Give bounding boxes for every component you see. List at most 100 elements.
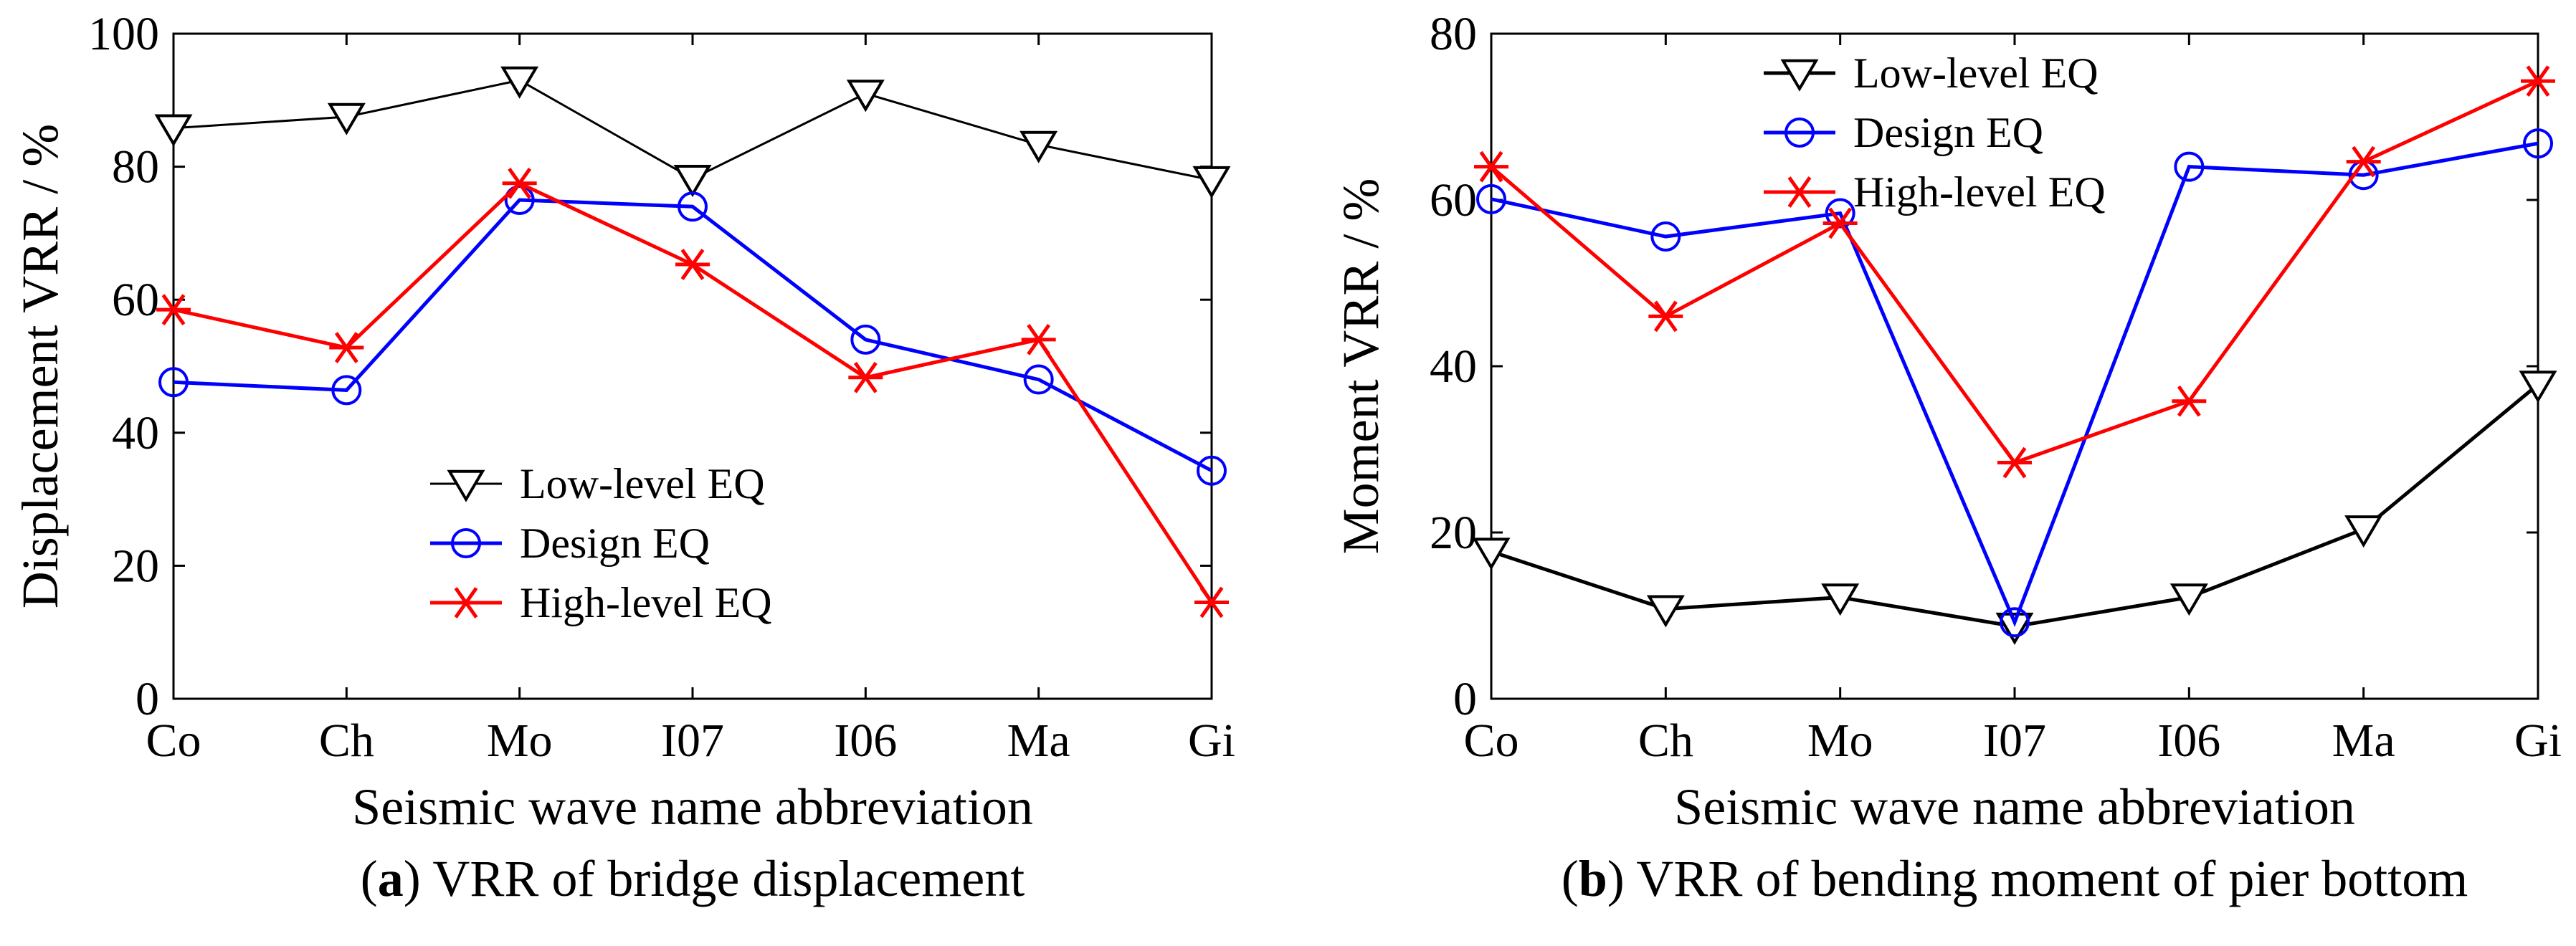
data-point-low-level-eq-mo bbox=[1821, 583, 1860, 616]
legend-label-high-level-eq: High-level EQ bbox=[520, 579, 772, 626]
x-tick-label-gi: Gi bbox=[1188, 715, 1235, 767]
data-point-high-level-eq-co bbox=[156, 294, 191, 325]
data-point-low-level-eq-i07 bbox=[1995, 612, 2034, 645]
x-tick-label-co: Co bbox=[1463, 715, 1518, 767]
legend-marker-low-level-eq bbox=[1780, 59, 1819, 92]
y-axis-label: Displacement VRR / % bbox=[11, 124, 69, 609]
data-point-low-level-eq-ch bbox=[327, 102, 366, 135]
series-line-design-eq bbox=[1491, 141, 2539, 627]
data-point-low-level-eq-gi bbox=[1192, 166, 1231, 199]
series-high-level-eq bbox=[156, 167, 1229, 618]
y-tick-label: 40 bbox=[1430, 340, 1477, 393]
data-point-high-level-eq-i06-stroke bbox=[2177, 385, 2201, 417]
y-tick-label: 20 bbox=[112, 540, 159, 592]
panel-caption: (a) VRR of bridge displacement bbox=[361, 850, 1025, 907]
y-tick-label: 60 bbox=[112, 274, 159, 326]
y-axis-label: Moment VRR / % bbox=[1332, 178, 1389, 555]
legend-label-design-eq: Design EQ bbox=[1853, 109, 2043, 156]
y-tick-label: 100 bbox=[88, 8, 159, 60]
legend-marker-high-level-eq-stroke bbox=[1787, 176, 1812, 208]
x-tick-label-i07: I07 bbox=[1983, 715, 2046, 767]
data-point-high-level-eq-i06 bbox=[2172, 385, 2207, 417]
x-tick-label-ma: Ma bbox=[2332, 715, 2395, 767]
y-tick-label: 20 bbox=[1430, 507, 1477, 559]
data-point-low-level-eq-mo bbox=[500, 66, 539, 99]
x-tick-label-co: Co bbox=[146, 715, 201, 767]
caption-panel-label: a bbox=[378, 850, 404, 907]
data-point-low-level-eq-co bbox=[154, 114, 193, 147]
data-point-high-level-eq-mo-stroke bbox=[1828, 207, 1853, 239]
x-tick-label-mo: Mo bbox=[1807, 715, 1873, 767]
data-point-high-level-eq-i07-stroke bbox=[2002, 446, 2027, 479]
legend-label-low-level-eq: Low-level EQ bbox=[520, 460, 765, 507]
data-point-high-level-eq-mo bbox=[502, 167, 537, 199]
data-point-high-level-eq-mo bbox=[1822, 207, 1858, 239]
y-tick-label: 80 bbox=[1430, 8, 1477, 60]
series-low-level-eq bbox=[154, 66, 1231, 199]
x-tick-label-ma: Ma bbox=[1007, 715, 1070, 767]
data-point-design-eq-ch bbox=[1650, 221, 1681, 252]
data-point-low-level-eq-gi bbox=[2519, 371, 2557, 403]
data-point-design-eq-co bbox=[1476, 183, 1506, 214]
data-point-low-level-eq-i07 bbox=[673, 165, 712, 198]
data-point-high-level-eq-gi bbox=[1194, 586, 1229, 618]
series-line-low-level-eq bbox=[1491, 383, 2539, 629]
data-point-design-eq-gi bbox=[2523, 128, 2553, 159]
caption-paren-open: ( bbox=[1562, 850, 1579, 907]
x-tick-label-ch: Ch bbox=[319, 715, 374, 767]
y-tick-label: 0 bbox=[136, 673, 159, 725]
legend-label-high-level-eq: High-level EQ bbox=[1853, 168, 2106, 216]
legend-marker-design-eq bbox=[1784, 118, 1815, 148]
series-design-eq bbox=[158, 185, 1227, 486]
data-point-high-level-eq-ch-stroke bbox=[1653, 300, 1678, 333]
legend-label-design-eq: Design EQ bbox=[520, 520, 710, 567]
series-design-eq bbox=[1476, 128, 2553, 638]
data-point-low-level-eq-co bbox=[1472, 538, 1511, 570]
data-point-high-level-eq-i07-stroke bbox=[680, 249, 705, 280]
legend: Low-level EQ Design EQ High-level EQ bbox=[430, 460, 772, 626]
data-point-high-level-eq-i07 bbox=[675, 249, 710, 280]
data-point-high-level-eq-i06 bbox=[848, 361, 883, 393]
legend: Low-level EQ Design EQ High-level EQ bbox=[1764, 49, 2106, 216]
data-point-design-eq-i07 bbox=[678, 191, 708, 222]
legend-marker-high-level-eq bbox=[1782, 176, 1817, 208]
data-point-high-level-eq-i07 bbox=[1997, 446, 2032, 479]
series-low-level-eq bbox=[1472, 371, 2557, 645]
data-point-high-level-eq-co bbox=[1474, 150, 1508, 183]
data-point-design-eq-ch bbox=[331, 375, 362, 406]
data-point-high-level-eq-co-stroke bbox=[161, 294, 186, 325]
legend-marker-high-level-eq bbox=[449, 587, 483, 618]
panel-caption: (b) VRR of bending moment of pier bottom bbox=[1562, 850, 2468, 907]
data-point-high-level-eq-gi-stroke bbox=[1199, 586, 1224, 618]
y-tick-label: 60 bbox=[1430, 174, 1477, 226]
x-tick-label-i06: I06 bbox=[2157, 715, 2220, 767]
data-point-high-level-eq-ch-stroke bbox=[334, 332, 358, 363]
data-point-high-level-eq-ch bbox=[329, 332, 364, 363]
data-point-high-level-eq-i06-stroke bbox=[853, 361, 878, 393]
panel-b-moment-chart: 0 20 40 60 80 Co Ch Mo I07 I06 Ma Gi Seismic wave na… bbox=[1332, 8, 2562, 907]
series-high-level-eq bbox=[1474, 65, 2555, 479]
data-point-design-eq-i06 bbox=[850, 324, 881, 355]
caption-text: ) VRR of bending moment of pier bottom bbox=[1607, 850, 2468, 907]
data-point-design-eq-mo bbox=[1825, 198, 1855, 229]
data-point-high-level-eq-ma bbox=[2346, 145, 2381, 178]
data-point-high-level-eq-gi-stroke bbox=[2526, 65, 2550, 97]
panel-a-displacement-chart: 0 20 40 60 80 100 Co Ch Mo I07 I06 Ma Gi Seismic wave… bbox=[11, 8, 1235, 907]
caption-panel-label: b bbox=[1579, 850, 1607, 907]
data-point-high-level-eq-ma-stroke bbox=[2352, 145, 2376, 178]
x-tick-label-i06: I06 bbox=[834, 715, 897, 767]
data-point-design-eq-ma bbox=[1023, 364, 1054, 395]
data-point-low-level-eq-ch bbox=[1646, 595, 1685, 628]
data-point-low-level-eq-ma bbox=[2344, 515, 2383, 548]
data-point-high-level-eq-mo-stroke bbox=[508, 167, 532, 199]
y-tick-label: 80 bbox=[112, 141, 159, 194]
data-point-design-eq-co bbox=[158, 367, 189, 398]
legend-marker-design-eq bbox=[451, 528, 481, 558]
caption-paren-open: ( bbox=[361, 850, 378, 907]
x-axis-label: Seismic wave name abbreviation bbox=[1674, 778, 2355, 836]
legend-marker-high-level-eq-stroke bbox=[454, 587, 478, 618]
x-tick-label-mo: Mo bbox=[487, 715, 553, 767]
caption-text: ) VRR of bridge displacement bbox=[404, 850, 1025, 907]
data-point-design-eq-i06 bbox=[2174, 151, 2205, 182]
series-line-design-eq bbox=[173, 198, 1213, 472]
